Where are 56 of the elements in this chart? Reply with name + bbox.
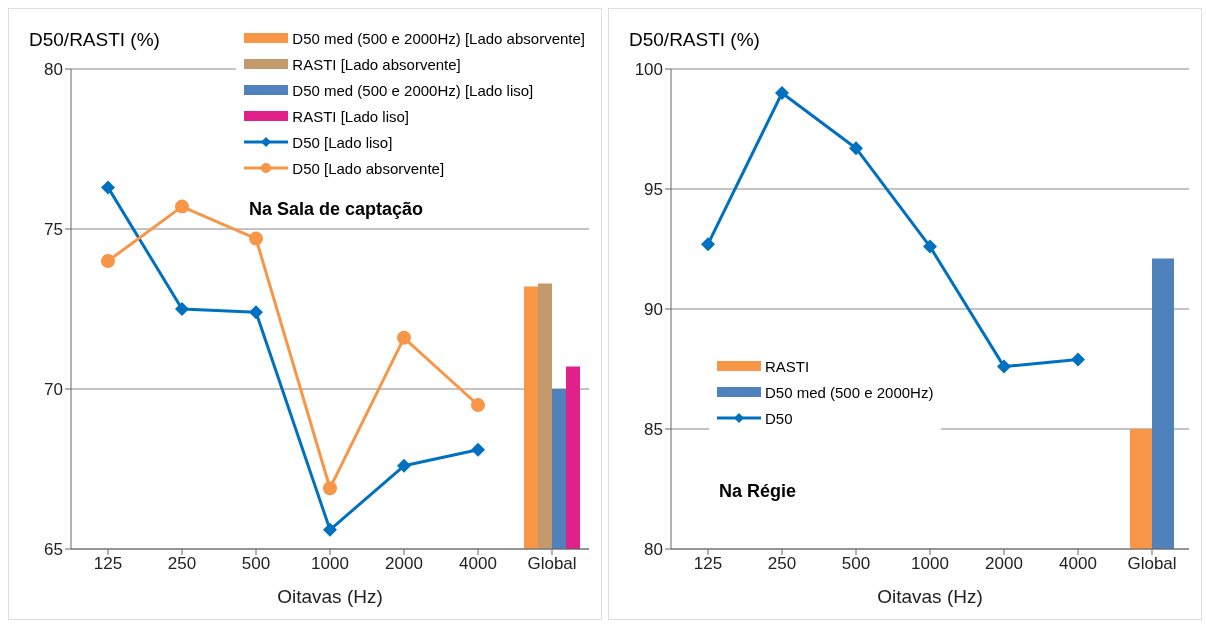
point [323,481,337,496]
legend-label: RASTI [Lado absorvente] [292,55,461,73]
point [701,237,715,252]
point [397,330,411,345]
x-tick-label: 500 [241,554,271,574]
y-tick-label: 75 [44,220,63,240]
legend-label: D50 [765,409,793,427]
x-tick-label: 500 [841,554,871,574]
x-tick-label: 2000 [985,554,1023,574]
y-tick-label: 95 [644,180,663,200]
legend-label: D50 [Lado absorvente] [292,159,445,177]
x-tick-label: 2000 [385,554,423,574]
point [849,141,863,156]
x-tick-label: Global [1127,554,1177,574]
x-tick-label: 1000 [311,554,349,574]
legend-label: D50 med (500 e 2000Hz) [Lado absorvente] [292,29,585,47]
x-tick-label: 125 [93,554,123,574]
y-tick-label: 80 [644,540,663,560]
point [997,359,1011,374]
point [101,180,115,195]
point [775,86,789,100]
point [1071,352,1085,367]
y-tick-label: 90 [644,300,663,320]
point [249,231,263,246]
y-tick-label: 100 [634,60,663,80]
x-axis-title: Oitavas (Hz) [877,586,983,607]
y-tick-label: 80 [44,60,63,80]
point [923,239,937,254]
x-tick-label: 4000 [459,554,497,574]
legend-label: D50 med (500 e 2000Hz) [765,383,934,401]
x-tick-label: 1000 [911,554,949,574]
y-axis-title: D50/RASTI (%) [629,29,760,51]
legend-label: RASTI [765,357,810,375]
x-tick-label: Global [527,554,577,574]
x-tick-label: 125 [693,554,723,574]
x-tick-label: 4000 [1059,554,1097,574]
point [323,522,337,537]
legend-label: D50 med (500 e 2000Hz) [Lado liso] [292,81,534,99]
y-tick-label: 65 [44,540,63,560]
point [471,398,485,412]
annotation: Na Régie [719,481,797,502]
point [101,254,115,268]
y-tick-label: 70 [44,380,63,400]
point [471,442,485,457]
legend-label: RASTI [Lado liso] [292,107,410,125]
y-axis-title: D50/RASTI (%) [29,29,160,51]
point [397,458,411,473]
x-axis-title: Oitavas (Hz) [277,586,383,607]
point [175,199,189,214]
annotation: Na Sala de captação [249,199,424,220]
legend-label: D50 [Lado liso] [292,133,393,151]
x-tick-label: 250 [767,554,797,574]
point [249,305,263,320]
x-tick-label: 250 [167,554,197,574]
y-tick-label: 85 [644,420,663,440]
point [175,302,189,316]
